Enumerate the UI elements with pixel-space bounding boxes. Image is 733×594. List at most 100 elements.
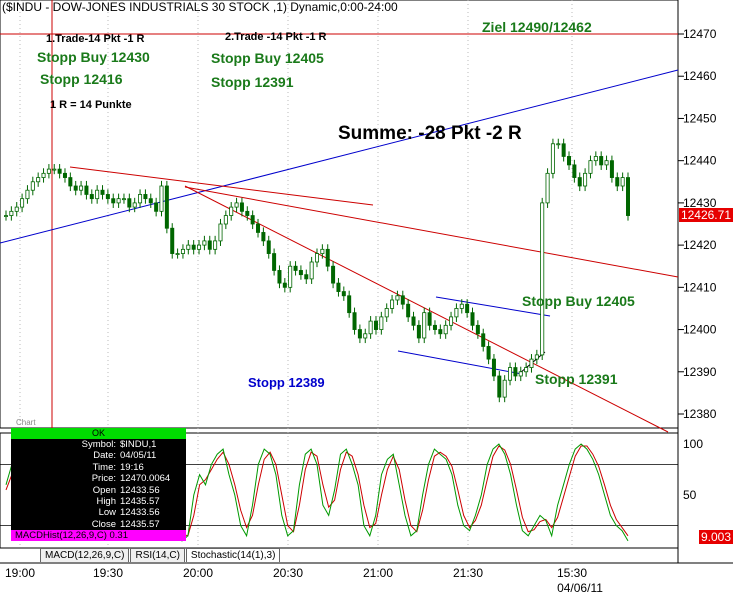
price-tick-label: 12390 <box>683 365 717 379</box>
candle-body <box>62 172 67 178</box>
candle-body <box>36 177 41 183</box>
candle-body <box>497 375 502 398</box>
candle-body <box>411 316 416 326</box>
candle-body <box>486 346 491 360</box>
candle-body <box>459 303 464 309</box>
candle-body <box>599 156 604 166</box>
candle-body <box>583 172 588 187</box>
candle-body <box>89 194 94 200</box>
candle-body <box>121 198 126 201</box>
candle-body <box>73 185 78 191</box>
info-row: High 12435.57 <box>11 496 186 507</box>
candle-body <box>626 177 631 216</box>
candle-body <box>229 206 234 216</box>
candle-body <box>438 329 443 335</box>
last-price-tag: 12426.71 <box>678 208 733 222</box>
info-row: Symbol: $INDU,1 <box>11 439 186 450</box>
time-tick-label: 21:30 <box>453 566 483 580</box>
candle-body <box>256 223 261 233</box>
candle-body <box>395 295 400 301</box>
candle-body <box>518 371 523 377</box>
candle-body <box>191 244 196 250</box>
candle-body <box>223 215 228 225</box>
summe-label: Summe: -28 Pkt -2 R <box>338 123 522 144</box>
candle-body <box>567 156 572 166</box>
r-note-label: 1 R = 14 Punkte <box>50 99 132 111</box>
candle-body <box>68 177 73 187</box>
candle-body <box>577 177 582 187</box>
tab-stochastic[interactable]: Stochastic(14(1),3) <box>185 548 281 562</box>
time-tick-label: 20:30 <box>273 566 303 580</box>
candle-body <box>239 202 244 212</box>
candle-body <box>368 320 373 335</box>
candle-body <box>127 198 132 208</box>
info-row: Price: 12470.0064 <box>11 473 186 484</box>
candle-body <box>84 185 89 195</box>
candle-body <box>309 261 314 280</box>
candle-body <box>481 333 486 347</box>
candle-body <box>30 181 35 191</box>
candle-body <box>293 265 298 271</box>
price-tick-label: 12470 <box>683 27 717 41</box>
info-key: High <box>96 495 116 507</box>
candle-body <box>272 253 277 271</box>
candle-body <box>282 282 287 288</box>
candle-body <box>363 333 368 339</box>
candle-body <box>105 194 110 200</box>
stochastic-value-tag: 9.003 <box>698 530 733 544</box>
stopp-buy-3-label: Stopp Buy 12405 <box>522 293 635 309</box>
candle-body <box>46 168 51 174</box>
time-tick-label: 19:30 <box>93 566 123 580</box>
time-tick-label: 20:00 <box>183 566 213 580</box>
candle-body <box>277 270 282 284</box>
candle-body <box>400 295 405 305</box>
info-value: 12435.57 <box>120 495 160 507</box>
candle-body <box>154 202 159 212</box>
candle-body <box>379 316 384 330</box>
info-key: Open <box>92 484 116 496</box>
candle-body <box>454 308 459 318</box>
info-value: 12470.0064 <box>120 473 171 485</box>
candle-body <box>357 329 362 339</box>
candle-body <box>95 189 100 200</box>
info-value: 12435.57 <box>120 518 160 530</box>
price-tick-label: 12400 <box>683 323 717 337</box>
candle-body <box>9 210 14 216</box>
trade1-label: 1.Trade-14 Pkt -1 R <box>46 33 144 45</box>
tab-rsi[interactable]: RSI(14,C) <box>130 548 185 562</box>
candle-body <box>550 143 555 174</box>
date-label: 04/06/11 <box>557 581 603 594</box>
info-box: OK Symbol: $INDU,1 Date: 04/05/11 Time: 19:16… <box>11 428 186 542</box>
candle-body <box>25 189 30 200</box>
blue-channel-top <box>435 296 551 317</box>
stopp-3-label: Stopp 12391 <box>535 371 618 387</box>
candle-body <box>186 244 191 250</box>
candle-body <box>524 367 529 373</box>
red-long-trendline <box>184 186 679 278</box>
stopp-buy-2-label: Stopp Buy 12405 <box>211 50 324 66</box>
price-tick-label: 12380 <box>683 407 717 421</box>
candle-body <box>57 168 62 174</box>
candle-body <box>132 202 137 208</box>
candle-body <box>261 232 266 242</box>
candle-body <box>341 291 346 297</box>
candle-body <box>529 358 534 368</box>
price-tick-label: 12420 <box>683 238 717 252</box>
stopp-blue-label: Stopp 12389 <box>248 375 325 390</box>
candle-body <box>390 299 395 309</box>
info-value: 12433.56 <box>120 507 160 519</box>
candle-body <box>561 143 566 157</box>
candle-body <box>175 253 180 255</box>
candle-body <box>164 185 169 229</box>
candle-body <box>347 295 352 314</box>
info-row: Date: 04/05/11 <box>11 450 186 461</box>
tab-macd[interactable]: MACD(12,26,9,C) <box>40 548 130 562</box>
candle-body <box>615 177 620 187</box>
candle-body <box>508 367 513 381</box>
info-key: Symbol: <box>81 439 116 450</box>
info-row: Time: 19:16 <box>11 462 186 473</box>
info-key: Date: <box>93 450 116 462</box>
info-row: Low 12433.56 <box>11 507 186 518</box>
ok-button[interactable]: OK <box>11 428 186 439</box>
candle-body <box>245 210 250 216</box>
